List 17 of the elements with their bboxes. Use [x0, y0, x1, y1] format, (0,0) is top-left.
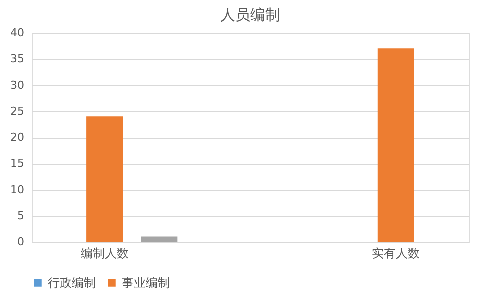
y-tick-label: 25	[10, 104, 24, 118]
y-tick-label: 5	[18, 209, 24, 222]
y-tick-label: 0	[18, 236, 24, 248]
chart-title: 人员编制	[220, 6, 280, 24]
x-tick-label: 编制人数	[80, 246, 129, 260]
y-tick-label: 15	[10, 157, 24, 170]
y-tick-label: 35	[10, 52, 24, 66]
bar	[141, 236, 178, 242]
legend-label: 行政编制	[48, 276, 96, 290]
bar	[86, 116, 124, 242]
x-tick-label: 实有人数	[372, 246, 420, 260]
bar	[378, 48, 414, 242]
y-tick-label: 40	[10, 26, 24, 40]
y-tick-label: 30	[10, 78, 24, 92]
y-tick-label: 20	[10, 131, 24, 144]
y-tick-label: 10	[10, 183, 24, 196]
legend-label: 事业编制	[122, 276, 170, 290]
